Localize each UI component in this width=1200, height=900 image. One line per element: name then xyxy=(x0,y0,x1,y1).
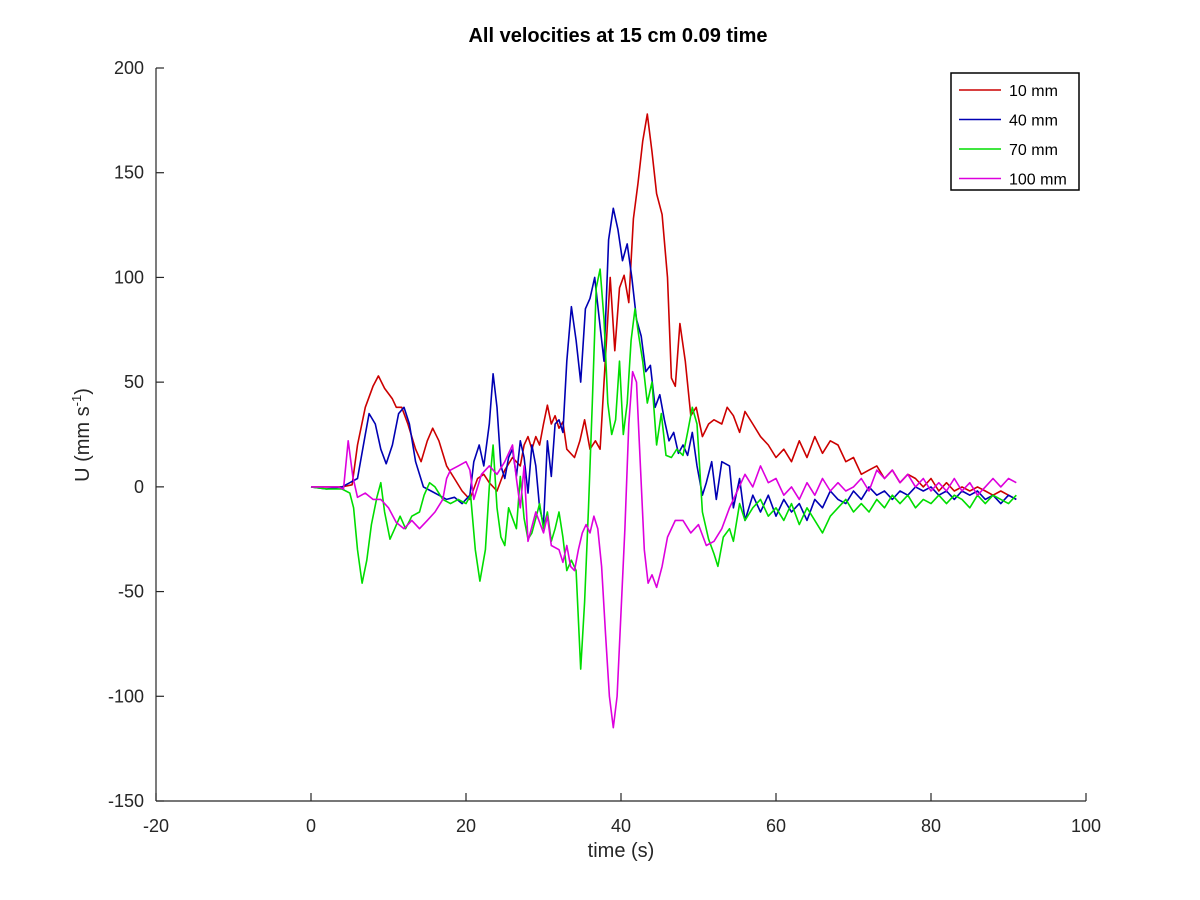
series-layer xyxy=(310,113,1017,729)
series-line-3 xyxy=(311,370,1017,729)
legend-label-2: 70 mm xyxy=(1009,142,1058,159)
x-tick-label-1: 0 xyxy=(306,816,316,836)
y-tick-label-0: -150 xyxy=(108,791,144,811)
series-line-0 xyxy=(311,113,1017,501)
x-tick-label-2: 20 xyxy=(456,816,476,836)
y-axis-title-main: U (mm s xyxy=(72,406,94,482)
y-tick-label-4: 50 xyxy=(124,372,144,392)
legend-label-3: 100 mm xyxy=(1009,172,1067,189)
series-line-2 xyxy=(310,268,1017,670)
x-axis-title: time (s) xyxy=(588,840,655,862)
y-axis-title-close: ) xyxy=(72,388,94,395)
y-tick-label-3: 0 xyxy=(134,477,144,497)
legend-box xyxy=(950,72,1080,191)
ticks-layer: -20 0 20 40 60 80 100 -150 -100 -50 0 50 100 150 200 xyxy=(108,58,1101,836)
y-tick-label-5: 100 xyxy=(114,267,144,287)
x-tick-label-6: 100 xyxy=(1071,816,1101,836)
legend-label-0: 10 mm xyxy=(1009,83,1058,100)
x-tick-label-3: 40 xyxy=(611,816,631,836)
legend-label-1: 40 mm xyxy=(1009,113,1058,130)
y-tick-label-2: -50 xyxy=(118,582,144,602)
legend: 10 mm 40 mm 70 mm 100 mm xyxy=(950,72,1080,191)
y-tick-label-1: -100 xyxy=(108,686,144,706)
y-axis-title: U (mm s-1) xyxy=(69,388,94,482)
y-tick-label-7: 200 xyxy=(114,58,144,78)
y-axis-title-superscript: -1 xyxy=(69,395,84,407)
x-tick-label-4: 60 xyxy=(766,816,786,836)
series-line-1 xyxy=(310,207,1017,526)
y-tick-label-6: 150 xyxy=(114,163,144,183)
x-tick-label-0: -20 xyxy=(143,816,169,836)
x-tick-label-5: 80 xyxy=(921,816,941,836)
axes-layer xyxy=(155,68,1086,802)
chart-title: All velocities at 15 cm 0.09 time xyxy=(468,25,767,47)
